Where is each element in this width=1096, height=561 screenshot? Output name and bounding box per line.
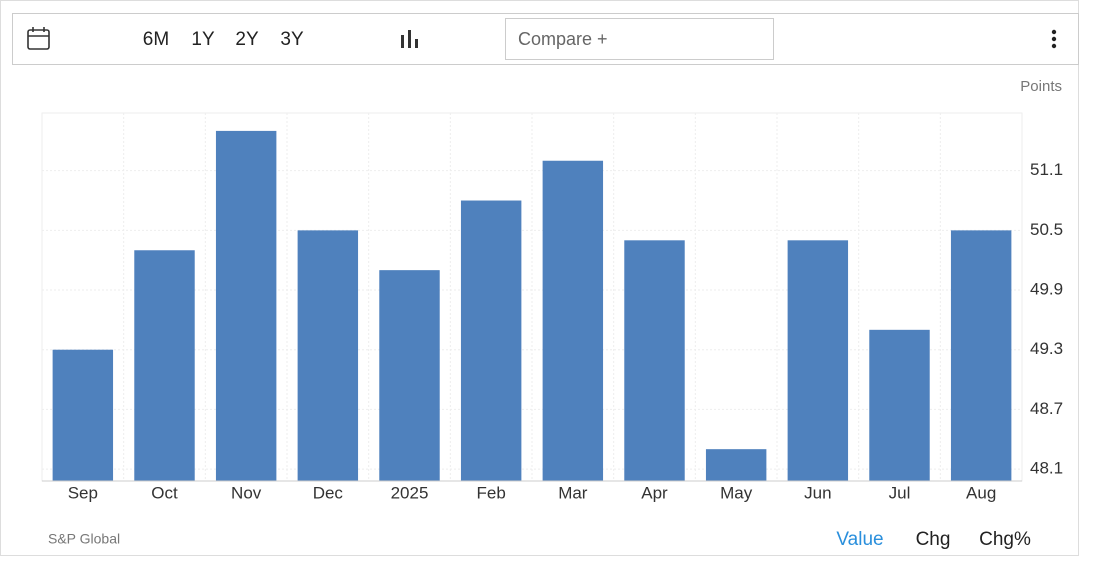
y-tick-label: 48.7 bbox=[1030, 399, 1063, 418]
bar bbox=[705, 449, 767, 481]
x-tick-label: Sep bbox=[68, 483, 98, 502]
x-tick-label: Aug bbox=[966, 483, 996, 502]
y-tick-label: 50.5 bbox=[1030, 220, 1063, 239]
unit-label: Points bbox=[1020, 78, 1062, 95]
compare-box[interactable] bbox=[505, 18, 774, 60]
range-button[interactable]: 6M bbox=[143, 29, 169, 50]
bar bbox=[297, 230, 359, 481]
x-tick-label: Mar bbox=[558, 483, 588, 502]
calendar-icon[interactable] bbox=[27, 27, 50, 50]
x-tick-label: Oct bbox=[151, 483, 178, 502]
bar bbox=[787, 240, 849, 481]
bar bbox=[134, 250, 195, 481]
bar bbox=[542, 160, 604, 481]
x-tick-label: Apr bbox=[641, 483, 668, 502]
range-button[interactable]: 2Y bbox=[235, 29, 259, 50]
x-tick-label: Jul bbox=[889, 483, 911, 502]
compare-input[interactable]: Compare + bbox=[518, 29, 608, 49]
y-tick-label: 49.9 bbox=[1030, 280, 1063, 299]
bar bbox=[215, 130, 277, 481]
x-tick-label: Feb bbox=[477, 483, 506, 502]
tab[interactable]: Chg bbox=[916, 529, 951, 550]
x-tick-label: Jun bbox=[804, 483, 831, 502]
bar bbox=[52, 349, 114, 481]
range-button[interactable]: 1Y bbox=[191, 29, 215, 50]
bar bbox=[460, 200, 522, 481]
bar bbox=[624, 240, 685, 481]
menu-icon[interactable] bbox=[1051, 29, 1057, 49]
x-tick-label: Dec bbox=[313, 483, 344, 502]
range-button[interactable]: 3Y bbox=[280, 29, 304, 50]
source-label: S&P Global bbox=[48, 531, 120, 547]
x-tick-label: Nov bbox=[231, 483, 262, 502]
y-tick-label: 48.1 bbox=[1030, 459, 1063, 478]
tab[interactable]: Chg% bbox=[979, 529, 1031, 550]
bar bbox=[379, 270, 440, 481]
x-tick-label: May bbox=[720, 483, 753, 502]
y-tick-label: 49.3 bbox=[1030, 339, 1063, 358]
tab[interactable]: Value bbox=[836, 529, 883, 550]
x-tick-label: 2025 bbox=[391, 483, 429, 502]
chart-type-icon[interactable] bbox=[401, 30, 418, 48]
bar bbox=[869, 329, 930, 481]
y-tick-label: 51.1 bbox=[1030, 160, 1063, 179]
bar bbox=[950, 230, 1012, 481]
